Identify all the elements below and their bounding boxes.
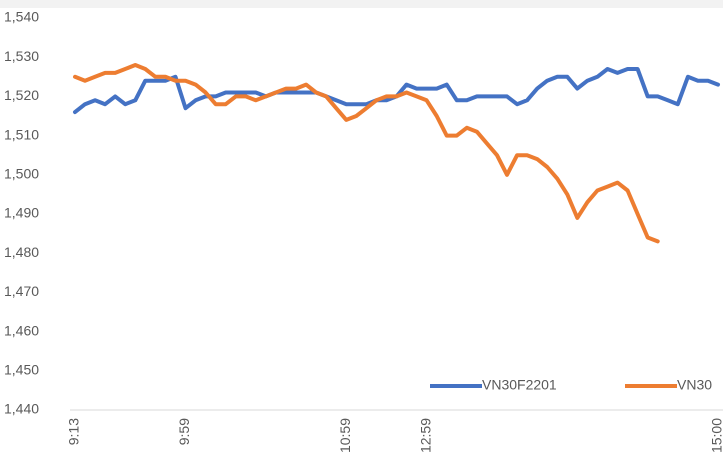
x-tick-label: 10:59 (337, 418, 353, 453)
y-tick-label: 1,450 (4, 362, 39, 378)
y-tick-label: 1,480 (4, 244, 39, 260)
series-line (73, 67, 720, 115)
x-tick-label: 15:00 (709, 418, 723, 453)
legend-label: VN30F2201 (482, 377, 557, 393)
y-tick-label: 1,440 (4, 401, 39, 417)
y-tick-label: 1,530 (4, 48, 39, 64)
y-tick-label: 1,490 (4, 205, 39, 221)
y-tick-label: 1,510 (4, 126, 39, 142)
top-band (0, 0, 723, 8)
x-tick-label: 9:59 (176, 418, 192, 445)
series-line (73, 63, 660, 244)
legend-label: VN30 (677, 377, 712, 393)
y-tick-label: 1,500 (4, 166, 39, 182)
x-tick-label: 12:59 (417, 418, 433, 453)
y-tick-label: 1,540 (4, 9, 39, 25)
y-tick-label: 1,470 (4, 283, 39, 299)
y-tick-label: 1,460 (4, 322, 39, 338)
y-tick-label: 1,520 (4, 87, 39, 103)
x-tick-label: 9:13 (66, 418, 82, 445)
